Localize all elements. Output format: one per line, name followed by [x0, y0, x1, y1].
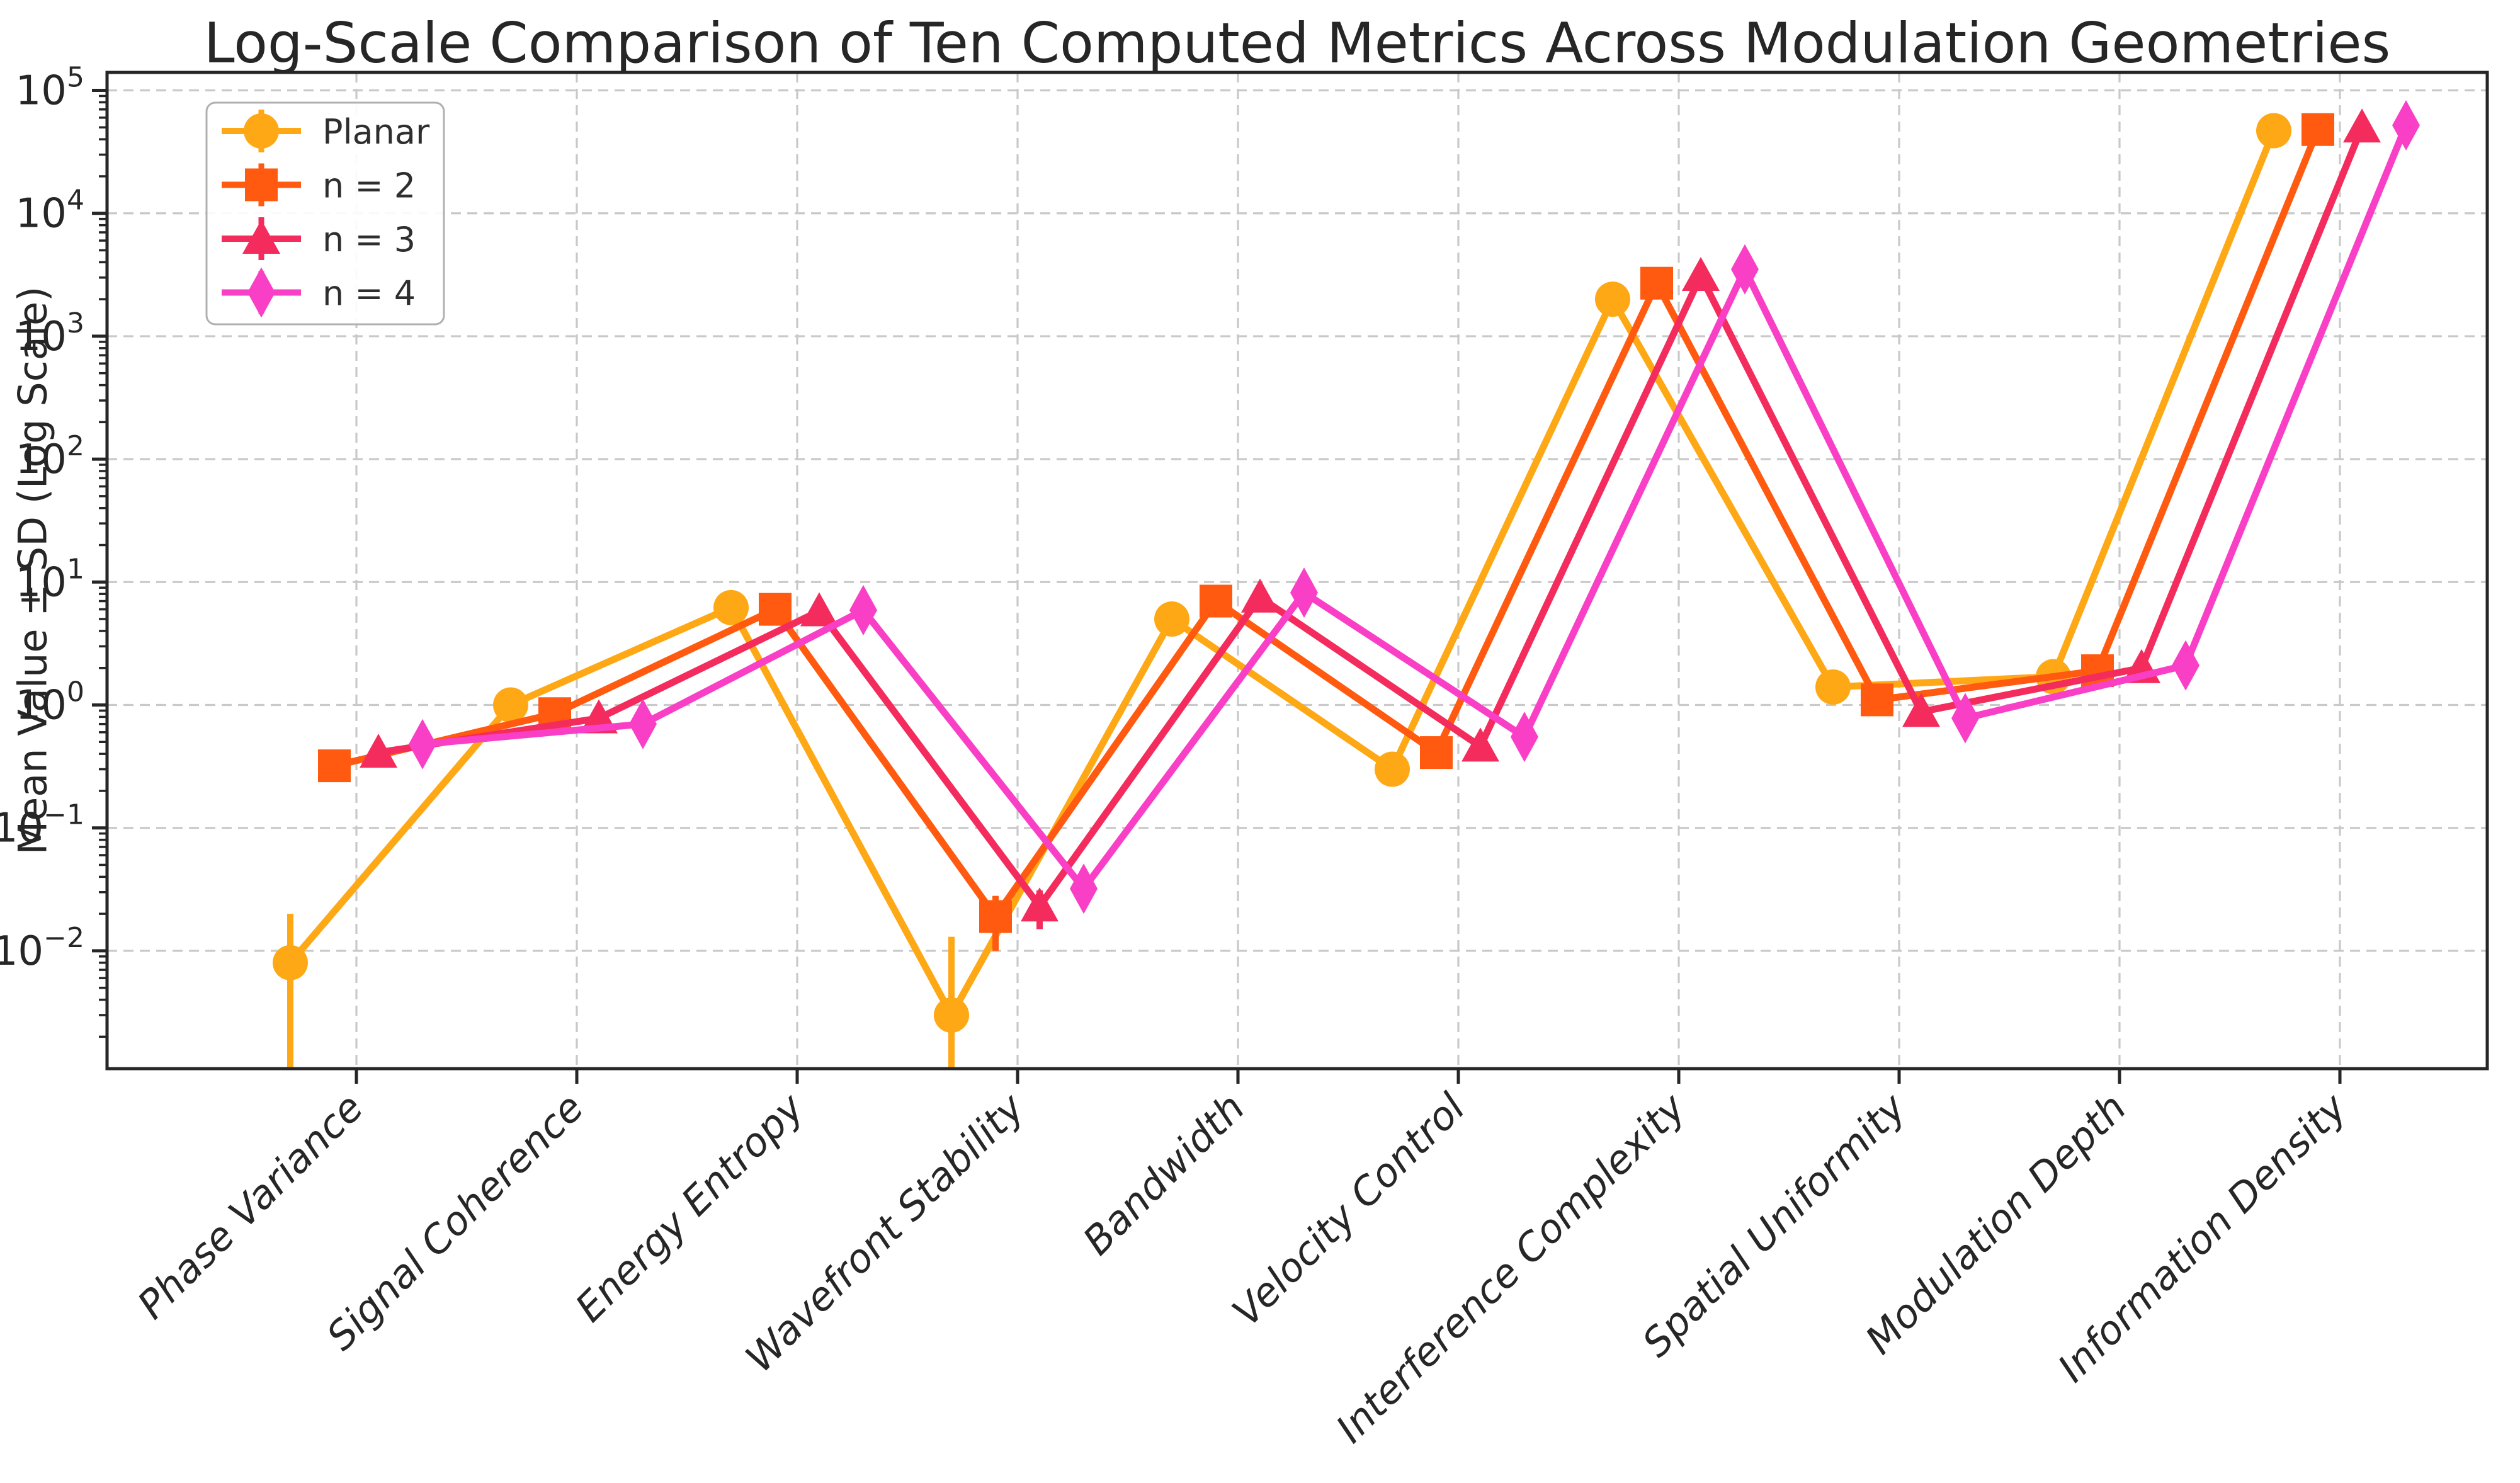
- series-line: [331, 126, 2322, 920]
- series-n4: [409, 99, 2420, 914]
- legend-label: n = 2: [322, 166, 416, 206]
- x-tick-label: Velocity Control: [1223, 1084, 1474, 1335]
- legend-item: n = 3: [222, 217, 416, 260]
- series-line: [375, 123, 2366, 910]
- grid-lines: [107, 72, 2487, 1069]
- data-point-marker: [1682, 257, 1720, 292]
- data-point-marker: [242, 220, 280, 254]
- x-tick-label: Energy Entropy: [566, 1084, 813, 1331]
- data-point-marker: [1200, 584, 1232, 618]
- data-point-marker: [245, 168, 278, 202]
- data-point-marker: [1021, 887, 1059, 922]
- y-tick-label: 100: [16, 676, 84, 729]
- data-point-marker: [1595, 281, 1630, 317]
- data-point-marker: [629, 698, 657, 749]
- chart-title: Log-Scale Comparison of Ten Computed Met…: [203, 11, 2391, 76]
- legend-label: Planar: [322, 112, 430, 152]
- y-tick-label: 102: [16, 430, 84, 483]
- y-axis-label: Mean Value ± SD (Log Scale): [9, 286, 56, 855]
- data-point-marker: [800, 592, 838, 627]
- legend-item: n = 2: [222, 163, 416, 207]
- legend: Planar n = 2 n = 3 n = 4: [205, 101, 445, 326]
- legend-label: n = 3: [322, 220, 416, 259]
- data-point-marker: [759, 593, 792, 626]
- data-point-marker: [244, 113, 279, 149]
- legend-item: n = 4: [222, 267, 416, 318]
- data-point-marker: [409, 719, 436, 770]
- data-point-marker: [1154, 601, 1189, 637]
- data-point-marker: [2343, 108, 2381, 143]
- data-point-marker: [979, 900, 1012, 933]
- y-tick-label: 104: [16, 185, 84, 237]
- x-tick-label: Phase Variance: [128, 1084, 372, 1327]
- series-n2: [318, 113, 2334, 951]
- data-point-marker: [2301, 113, 2334, 146]
- series-planar: [273, 113, 2291, 1069]
- series-n3: [360, 108, 2381, 929]
- data-point-marker: [2172, 640, 2199, 691]
- data-point-marker: [1290, 567, 1318, 618]
- legend-item: Planar: [222, 110, 430, 152]
- data-point-marker: [1070, 863, 1098, 914]
- y-tick-label: 101: [16, 553, 84, 606]
- data-point-marker: [273, 945, 308, 980]
- series-line: [287, 127, 2278, 1019]
- data-point-marker: [713, 589, 749, 625]
- data-point-marker: [1375, 751, 1410, 787]
- x-tick-label: Bandwidth: [1074, 1084, 1254, 1264]
- data-point-marker: [1861, 683, 1893, 717]
- data-point-marker: [2256, 113, 2291, 149]
- data-point-marker: [934, 997, 969, 1033]
- data-point-marker: [360, 734, 397, 768]
- data-point-marker: [1731, 244, 1759, 295]
- data-point-marker: [1511, 712, 1538, 763]
- axis-ticks: [92, 89, 2342, 1084]
- data-point-marker: [849, 585, 877, 636]
- legend-label: n = 4: [322, 274, 416, 314]
- x-tick-label: Interference Complexity: [1327, 1084, 1694, 1452]
- data-point-marker: [1241, 578, 1279, 613]
- y-tick-labels: 105 104 103 102 101 100 10−1 10−2: [0, 62, 84, 975]
- data-point-marker: [1461, 727, 1499, 762]
- data-point-marker: [493, 687, 528, 723]
- legend-box: [205, 101, 445, 326]
- data-point-marker: [2392, 99, 2420, 151]
- data-point-marker: [318, 749, 351, 783]
- series-line: [419, 122, 2410, 892]
- data-point-marker: [1815, 669, 1851, 705]
- y-tick-label: 10−1: [0, 799, 84, 852]
- plot-frame: [105, 71, 2489, 1071]
- data-point-marker: [1951, 693, 1979, 744]
- data-point-marker: [247, 267, 275, 318]
- plot-border: [105, 71, 2489, 1071]
- y-tick-label: 10−2: [0, 922, 84, 975]
- data-point-marker: [1640, 266, 1673, 300]
- y-tick-label: 105: [16, 62, 84, 115]
- y-tick-label: 103: [16, 307, 84, 360]
- data-point-marker: [1902, 693, 1940, 727]
- data-point-marker: [1420, 736, 1453, 770]
